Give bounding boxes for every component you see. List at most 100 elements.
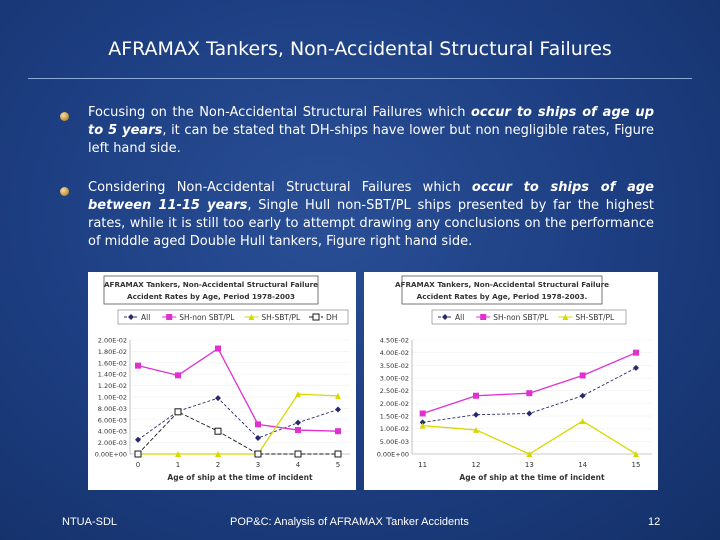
data-point <box>255 435 261 442</box>
legend-label: SH-SBT/PL <box>261 313 301 322</box>
series-sh-non-sbt-pl <box>419 349 639 417</box>
y-tick-label: 2.00E-02 <box>98 337 127 345</box>
legend-marker <box>128 314 134 320</box>
chart-legend: All SH-non SBT/PL SH-SBT/PL DH <box>117 309 349 325</box>
x-tick-label: 15 <box>632 461 641 469</box>
series-all <box>419 364 639 426</box>
series-sh-sbt-pl <box>419 418 639 457</box>
data-point <box>473 411 479 418</box>
y-tick-label: 3.50E-02 <box>380 362 409 370</box>
x-tick-label: 14 <box>578 461 587 469</box>
legend-marker <box>312 313 320 321</box>
data-point <box>295 391 301 398</box>
chart-subtitle: Accident Rates by Age, Period 1978-2003 <box>127 292 295 301</box>
legend-label: All <box>455 313 464 322</box>
legend-marker <box>562 314 569 320</box>
y-tick-label: 2.00E-03 <box>98 439 127 447</box>
chart-legend: All SH-non SBT/PL SH-SBT/PL <box>431 309 627 325</box>
y-tick-label: 8.00E-03 <box>98 405 127 413</box>
data-point <box>335 392 341 399</box>
bullet-segment: Considering Non-Accidental Structural Fa… <box>88 180 472 195</box>
data-point <box>215 451 221 457</box>
y-tick-label: 1.80E-02 <box>98 348 127 356</box>
y-tick-label: 0.00E+00 <box>377 451 409 459</box>
data-point <box>254 450 262 458</box>
series-line <box>422 420 637 455</box>
y-tick-label: 0.00E+00 <box>95 451 127 459</box>
bullet-segment: , it can be stated that DH-ships have lo… <box>88 123 654 156</box>
data-point <box>175 372 181 379</box>
series-sh-non-sbt-pl <box>135 345 341 435</box>
series-line <box>137 347 339 432</box>
x-tick-label: 2 <box>216 461 220 469</box>
footer-page-number: 12 <box>648 516 661 528</box>
bullet-text-1: Focusing on the Non-Accidental Structura… <box>88 104 654 158</box>
left-chart-panel: AFRAMAX Tankers, Non-Accidental Structur… <box>88 272 356 490</box>
y-tick-label: 1.50E-02 <box>380 413 409 421</box>
data-point <box>526 451 533 457</box>
data-point <box>214 427 222 435</box>
data-point <box>526 390 533 397</box>
data-point <box>419 410 426 417</box>
bullet-2-icon <box>60 187 69 196</box>
x-tick-label: 5 <box>336 461 340 469</box>
footer-caption: POP&C: Analysis of AFRAMAX Tanker Accide… <box>230 516 469 528</box>
data-point <box>135 436 141 443</box>
legend-marker <box>442 314 448 320</box>
data-point <box>335 406 341 413</box>
y-tick-label: 3.00E-02 <box>380 375 409 383</box>
y-tick-label: 1.00E-02 <box>98 394 127 402</box>
x-tick-label: 1 <box>176 461 180 469</box>
data-point <box>473 426 479 433</box>
right-chart: AFRAMAX Tankers, Non-Accidental Structur… <box>377 275 652 482</box>
data-point <box>579 392 586 399</box>
y-tick-label: 4.00E-02 <box>380 349 409 357</box>
data-point <box>633 364 639 371</box>
data-point <box>579 418 586 425</box>
x-tick-label: 12 <box>472 461 481 469</box>
data-point <box>419 422 426 429</box>
x-tick-label: 13 <box>525 461 534 469</box>
data-point <box>335 428 341 435</box>
series-all <box>135 395 341 443</box>
legend-label: SH-non SBT/PL <box>493 313 549 322</box>
y-tick-label: 5.00E-03 <box>380 438 409 446</box>
series-sh-sbt-pl <box>135 391 341 457</box>
bullet-text-2: Considering Non-Accidental Structural Fa… <box>88 179 654 251</box>
title-divider <box>28 78 692 79</box>
x-axis-label: Age of ship at the time of incident <box>459 473 605 482</box>
x-tick-label: 3 <box>256 461 260 469</box>
legend-label: SH-non SBT/PL <box>179 313 235 322</box>
footer-org: NTUA-SDL <box>62 516 118 528</box>
bullet-1-icon <box>60 112 69 121</box>
chart-title: AFRAMAX Tankers, Non-Accidental Structur… <box>395 280 609 289</box>
data-point <box>215 395 221 402</box>
data-point <box>175 451 181 457</box>
legend-marker <box>248 314 255 320</box>
y-tick-label: 2.00E-02 <box>380 400 409 408</box>
data-point <box>334 450 342 458</box>
y-tick-label: 4.50E-02 <box>380 337 409 345</box>
legend-marker <box>166 314 173 320</box>
bullet-emphasis: occur to ships of age up to 5 years <box>88 105 654 138</box>
series-line <box>137 397 339 441</box>
bullet-segment: , Single Hull non-SBT/PL ships presented… <box>88 198 655 249</box>
x-tick-label: 11 <box>418 461 427 469</box>
legend-label: All <box>141 313 150 322</box>
y-tick-label: 4.00E-03 <box>98 428 127 436</box>
data-point <box>134 450 142 458</box>
x-tick-label: 4 <box>296 461 301 469</box>
legend-marker <box>480 314 487 320</box>
data-point <box>215 345 221 352</box>
data-point <box>633 451 639 457</box>
data-point <box>473 392 479 399</box>
data-point <box>526 410 533 417</box>
y-tick-label: 6.00E-03 <box>98 416 127 424</box>
data-point <box>295 419 301 426</box>
chart-subtitle: Accident Rates by Age, Period 1978-2003. <box>417 292 588 301</box>
chart-title: AFRAMAX Tankers, Non-Accidental Structur… <box>104 280 318 289</box>
legend-label: DH <box>326 313 337 322</box>
y-tick-label: 1.00E-02 <box>380 425 409 433</box>
y-tick-label: 2.50E-02 <box>380 387 409 395</box>
bullet-segment: Focusing on the Non-Accidental Structura… <box>88 105 471 120</box>
